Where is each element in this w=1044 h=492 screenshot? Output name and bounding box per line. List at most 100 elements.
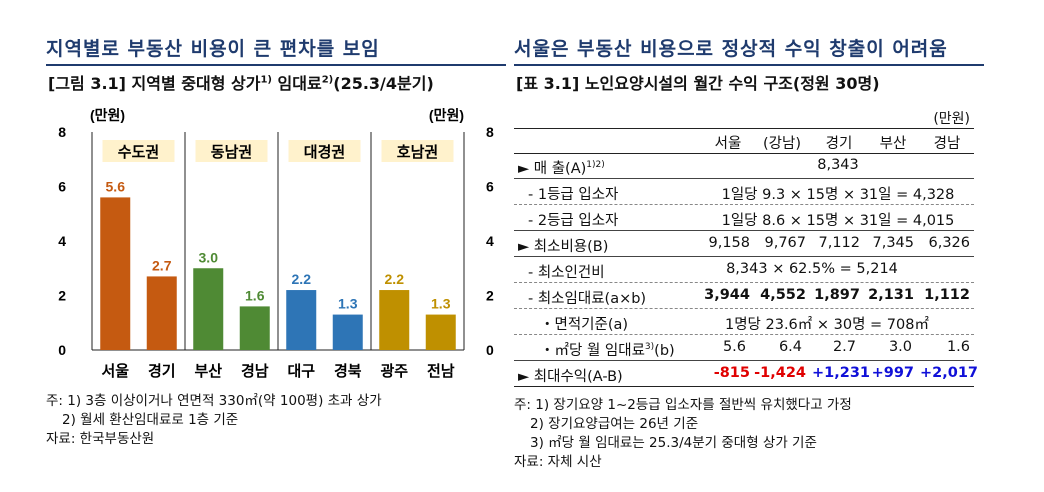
- y-tick-label-left: 0: [58, 342, 66, 358]
- bar-value-label: 1.3: [431, 296, 451, 312]
- cell-value: 9,158: [708, 235, 750, 251]
- y-tick-label-right: 4: [486, 233, 494, 249]
- row-labor: - 최소인건비 8,343 × 62.5% = 5,214: [514, 257, 974, 283]
- bar-value-label: 2.2: [292, 271, 312, 287]
- cell-value: 7,112: [818, 235, 860, 251]
- group-label-background: [195, 140, 268, 162]
- figure-title-sup2: 2): [321, 74, 334, 86]
- bar: [193, 268, 224, 350]
- row-value: 1명당 23.6㎡ × 30명 = 708㎡: [724, 317, 929, 333]
- x-category-label: 전남: [427, 363, 455, 380]
- row-value: 8,343: [817, 157, 859, 173]
- row-label: ・면적기준(a): [540, 317, 629, 333]
- figure-title-tail: (25.3/4분기): [333, 74, 434, 93]
- cell-value-positive: +997: [871, 365, 914, 381]
- right-note-3: 3) ㎡당 월 임대료는 25.3/4분기 중대형 상가 기준: [530, 435, 817, 451]
- cell-value: 2.7: [832, 339, 856, 355]
- bar: [146, 276, 177, 350]
- cell-value: 5.6: [722, 339, 746, 355]
- row-label: - 1등급 입소자: [528, 187, 619, 203]
- table-header: 서울 (강남) 경기 부산 경남: [514, 128, 974, 154]
- row-label: - 최소임대료(a×b): [528, 291, 647, 307]
- x-category-label: 대구: [287, 363, 315, 380]
- y-tick-label-right: 6: [486, 179, 494, 195]
- bar-value-label: 1.6: [245, 287, 265, 303]
- y-tick-label-left: 8: [58, 124, 66, 140]
- group-label: 호남권: [397, 143, 438, 161]
- row-mincost: ► 최소비용(B) 9,158 9,767 7,112 7,345 6,326: [514, 231, 974, 257]
- left-note-2: 2) 월세 환산임대료로 1층 기준: [62, 412, 239, 428]
- col-header: 부산: [879, 136, 907, 152]
- y-axis-unit-right: (만원): [429, 108, 464, 123]
- bar: [379, 290, 410, 350]
- row-label-sup: 3): [644, 342, 655, 353]
- y-tick-label-left: 2: [58, 288, 66, 304]
- right-headline: 서울은 부동산 비용으로 정상적 수익 창출이 어려움: [514, 34, 984, 66]
- row-label: - 최소인건비: [528, 265, 605, 281]
- rent-bar-chart: (만원) (만원) 0 0 2 2 4 4 6 6 8 8 수도권 동남권 대경권 호남권 5.6 서울 2.7 경기…: [58, 108, 494, 380]
- bar-value-label: 1.3: [338, 296, 358, 312]
- cell-value: 7,345: [872, 235, 914, 251]
- bar: [332, 314, 363, 350]
- left-notes: 주: 1) 3층 이상이거나 연면적 330㎡(약 100평) 초과 상가 2)…: [46, 392, 382, 449]
- bar: [286, 290, 317, 350]
- row-grade2: - 2등급 입소자 1일당 8.6 × 15명 × 31일 = 4,015: [514, 205, 974, 231]
- cell-value: 1,112: [924, 287, 970, 303]
- cell-value: 9,767: [764, 235, 806, 251]
- table-title: [표 3.1] 노인요양시설의 월간 수익 구조(정원 30명): [516, 74, 880, 93]
- x-category-label: 광주: [380, 362, 408, 380]
- cell-value: 6,326: [928, 235, 970, 251]
- bar: [425, 314, 456, 350]
- bar: [100, 197, 131, 350]
- bar: [239, 306, 270, 350]
- x-category-label: 부산: [194, 363, 222, 380]
- row-label-sup: 1)2): [586, 160, 605, 171]
- row-label-tail: (b): [654, 343, 675, 359]
- row-value: 1일당 9.3 × 15명 × 31일 = 4,328: [721, 187, 955, 203]
- row-grade1: - 1등급 입소자 1일당 9.3 × 15명 × 31일 = 4,328: [514, 179, 974, 205]
- x-category-label: 경남: [241, 362, 269, 380]
- right-note-1: 주: 1) 장기요양 1~2등급 입소자를 절반씩 유치했다고 가정: [514, 397, 852, 413]
- row-value: 1일당 8.6 × 15명 × 31일 = 4,015: [721, 213, 955, 229]
- x-category-label: 경북: [334, 362, 362, 380]
- cell-value: 2,131: [868, 287, 914, 303]
- figure-title-mid: 임대료: [271, 74, 322, 93]
- bar-value-label: 2.2: [385, 271, 405, 287]
- y-axis-unit-left: (만원): [90, 108, 125, 123]
- cell-value: 6.4: [778, 339, 802, 355]
- cell-value-positive: +2,017: [920, 365, 979, 381]
- bar-value-label: 3.0: [199, 249, 219, 265]
- cell-value: 1.6: [946, 339, 970, 355]
- left-panel: 지역별로 부동산 비용이 큰 편차를 보임 [그림 3.1] 지역별 중대형 상…: [46, 0, 506, 492]
- left-note-1: 주: 1) 3층 이상이거나 연면적 330㎡(약 100평) 초과 상가: [46, 393, 382, 409]
- group-label: 수도권: [118, 143, 159, 161]
- row-label-text: ► 매 출(A): [518, 161, 587, 177]
- right-panel: 서울은 부동산 비용으로 정상적 수익 창출이 어려움 [표 3.1] 노인요양…: [514, 0, 984, 492]
- cell-value: 3.0: [888, 339, 912, 355]
- row-sales: ► 매 출(A)1)2) 8,343: [514, 153, 974, 179]
- col-header: (강남): [763, 136, 801, 152]
- bar-value-label: 5.6: [106, 178, 126, 194]
- cell-value-positive: +1,231: [812, 365, 871, 381]
- y-tick-label-right: 0: [486, 342, 494, 358]
- left-headline: 지역별로 부동산 비용이 큰 편차를 보임: [46, 34, 506, 66]
- row-label: - 2등급 입소자: [528, 213, 619, 229]
- row-profit: ► 최대수익(A-B) -815 -1,424 +1,231 +997 +2,0…: [514, 361, 979, 387]
- unit-label: (만원): [933, 111, 970, 127]
- col-header: 경남: [933, 136, 961, 152]
- cell-value-negative: -1,424: [754, 365, 806, 381]
- y-tick-label-right: 8: [486, 124, 494, 140]
- cell-value: 3,944: [704, 287, 750, 303]
- figure-title-text: [그림 3.1] 지역별 중대형 상가: [48, 74, 261, 93]
- right-note-2: 2) 장기요양급여는 26년 기준: [530, 416, 699, 432]
- row-area: ・면적기준(a) 1명당 23.6㎡ × 30명 = 708㎡: [514, 309, 974, 335]
- row-label-text: ・㎡당 월 임대료: [540, 343, 645, 359]
- col-header: 경기: [825, 136, 853, 152]
- figure-title-sup1: 1): [260, 74, 272, 86]
- group-label-background: [381, 140, 454, 162]
- group-label: 대경권: [304, 143, 345, 161]
- figure-title: [그림 3.1] 지역별 중대형 상가1) 임대료2)(25.3/4분기): [48, 70, 434, 94]
- y-tick-label-left: 4: [58, 233, 66, 249]
- col-header: 서울: [714, 136, 742, 152]
- cell-value-negative: -815: [713, 365, 750, 381]
